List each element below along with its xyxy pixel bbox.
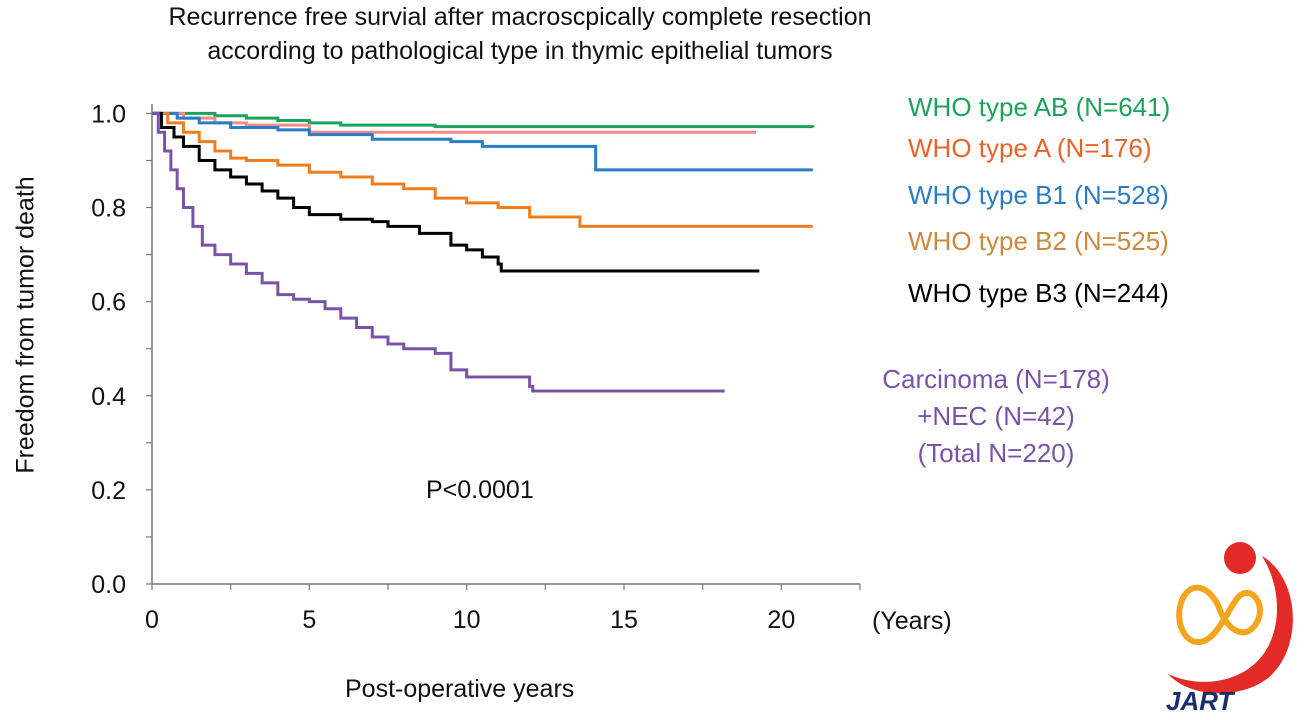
legend-carcinoma: Carcinoma (N=178) xyxy=(882,364,1110,394)
logo-infinity xyxy=(1176,584,1263,645)
logo-crescent xyxy=(1168,556,1293,694)
series-line-3 xyxy=(152,111,813,228)
chart-title-line-2: according to pathological type in thymic… xyxy=(207,37,833,65)
legend-nec: +NEC (N=42) xyxy=(917,401,1075,431)
y-tick-label: 0.2 xyxy=(91,477,126,505)
logo-text: JART xyxy=(1166,686,1236,716)
series-line-4 xyxy=(152,111,760,273)
x-tick-label: 5 xyxy=(302,606,316,634)
y-axis-label: Freedom from tumor death xyxy=(11,176,40,474)
series-line-2 xyxy=(152,111,813,172)
legend-who-type-b1: WHO type B1 (N=528) xyxy=(908,180,1169,210)
series-line-0 xyxy=(152,111,815,129)
legend-total: (Total N=220) xyxy=(917,438,1075,468)
y-tick-label: 0.4 xyxy=(91,383,126,411)
x-axis-label: Post-operative years xyxy=(345,675,575,703)
legend-who-type-a: WHO type A (N=176) xyxy=(908,133,1152,163)
x-tick-label: 0 xyxy=(145,606,159,634)
jart-logo: JART xyxy=(1166,542,1293,716)
chart-title-line-1: Recurrence free survial after macroscpic… xyxy=(168,3,872,31)
y-tick-label: 0.8 xyxy=(91,195,126,223)
y-tick-label: 0.6 xyxy=(91,289,126,317)
legend-who-type-b3: WHO type B3 (N=244) xyxy=(908,278,1169,308)
x-axis-unit: (Years) xyxy=(872,607,952,635)
p-value-annotation: P<0.0001 xyxy=(426,476,534,504)
legend-who-type-ab: WHO type AB (N=641) xyxy=(908,92,1171,122)
y-tick-label: 1.0 xyxy=(91,100,126,128)
legend-who-type-b2: WHO type B2 (N=525) xyxy=(908,226,1169,256)
x-tick-label: 10 xyxy=(453,606,481,634)
logo-dot xyxy=(1224,542,1256,574)
x-tick-label: 20 xyxy=(767,606,795,634)
x-tick-label: 15 xyxy=(610,606,638,634)
series-line-5 xyxy=(152,111,725,393)
y-tick-label: 0.0 xyxy=(91,571,126,599)
